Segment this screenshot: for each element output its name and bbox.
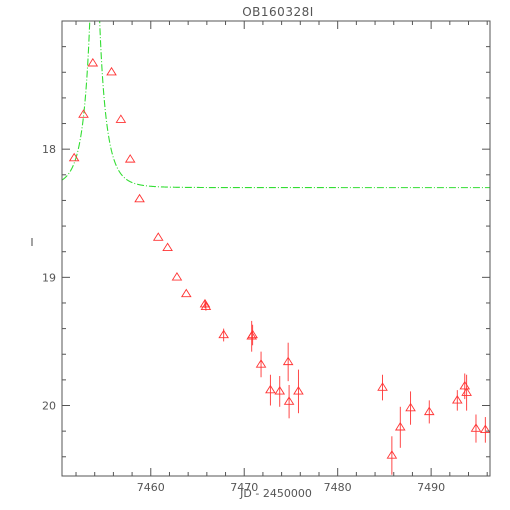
- data-point: [405, 402, 416, 412]
- data-point: [162, 242, 173, 252]
- data-point: [171, 271, 183, 281]
- x-axis-label: JD - 2450000: [239, 487, 312, 500]
- y-tick-label: 20: [42, 400, 56, 413]
- plot-area: [62, 21, 490, 475]
- data-point: [68, 152, 80, 162]
- data-point: [87, 57, 99, 67]
- x-tick-label: 7490: [417, 481, 445, 494]
- data-point: [199, 298, 211, 308]
- data-point: [461, 387, 472, 396]
- axes: 7460 7470 7480 7490 18 19 20: [42, 20, 491, 494]
- data-point: [293, 386, 304, 395]
- data-point: [255, 359, 267, 368]
- data-point: [386, 450, 398, 459]
- data-point: [180, 288, 192, 298]
- data-point: [78, 109, 89, 118]
- data-point: [451, 395, 463, 404]
- data-point: [377, 382, 388, 391]
- data-point: [282, 356, 294, 366]
- chart-title: OB160328I: [242, 5, 314, 19]
- data-point: [134, 193, 145, 203]
- data-point: [480, 424, 490, 434]
- data-point: [200, 301, 212, 310]
- data-point: [152, 232, 164, 241]
- plot-frame: [61, 20, 491, 477]
- data-point: [124, 154, 136, 163]
- x-tick-label: 7480: [324, 481, 352, 494]
- y-tick-label: 19: [42, 271, 56, 284]
- y-tick-label: 18: [42, 143, 56, 156]
- data-point: [470, 423, 482, 432]
- data-point: [106, 66, 117, 76]
- data-point: [115, 114, 127, 123]
- data-point: [423, 406, 435, 416]
- data-point: [283, 396, 295, 405]
- data-point: [265, 384, 276, 394]
- y-axis-label: I: [30, 236, 33, 249]
- data-point: [218, 329, 229, 339]
- data-point: [394, 421, 406, 431]
- data-point: [247, 329, 258, 339]
- x-tick-label: 7470: [230, 481, 258, 494]
- model-curve: [62, 21, 490, 189]
- data-point: [274, 386, 286, 395]
- x-tick-label: 7460: [137, 481, 165, 494]
